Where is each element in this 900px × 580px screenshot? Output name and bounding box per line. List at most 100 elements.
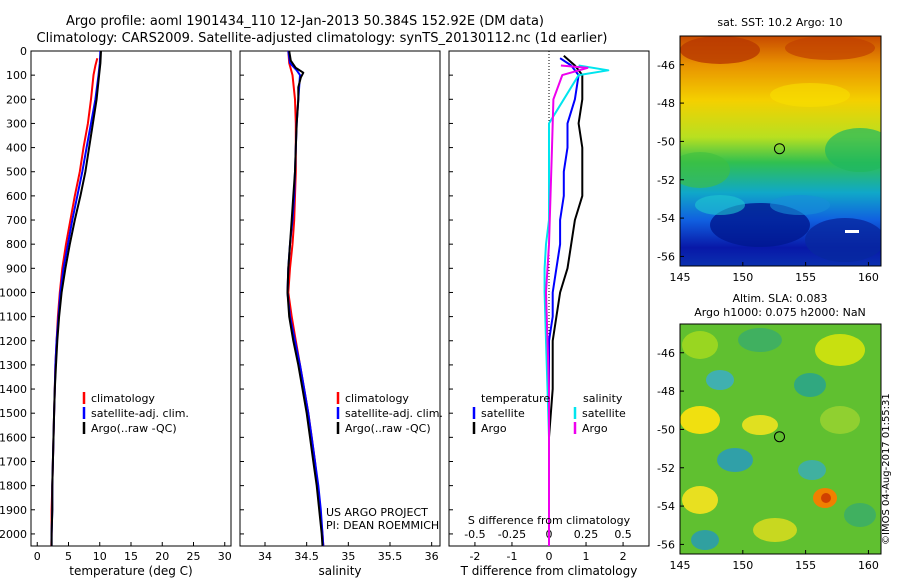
depth-tick-label: 1600 <box>0 431 27 444</box>
series-line-salinity-argo <box>545 64 589 546</box>
longitude-label: 150 <box>732 559 753 572</box>
x-tick-label: 30 <box>218 550 232 563</box>
longitude-label: 145 <box>670 271 691 284</box>
salinity-legend: climatology satellite-adj. clim. Argo(..… <box>336 392 443 435</box>
legend-label-sal-satellite: satellite <box>582 407 626 420</box>
series-line-argo-raw-qc <box>50 50 102 546</box>
x-tick-label: 35 <box>341 550 355 563</box>
longitude-label: 160 <box>858 559 879 572</box>
s-difference-axis-label: S difference from climatology <box>468 514 631 527</box>
top-tick-label: -0.25 <box>498 528 526 541</box>
latitude-label: -46 <box>657 347 675 360</box>
depth-tick-label: 800 <box>6 238 27 251</box>
longitude-label: 155 <box>795 559 816 572</box>
series-line-satellite-adj-clim <box>286 50 325 547</box>
x-tick-label: 20 <box>155 550 169 563</box>
legend-label-temp-argo: Argo <box>481 422 507 435</box>
depth-axis: 0 100 200 300 400 500 600 700 800 900 1000 1100 1200… <box>0 45 35 541</box>
salinity-panel: 34 34.5 35 35.5 36 salinity climatology sate… <box>239 50 443 578</box>
argo-location-marker <box>773 143 785 155</box>
depth-tick-label: 500 <box>6 166 27 179</box>
depth-tick-label: 2000 <box>0 528 27 541</box>
x-tick-label: -1 <box>506 550 517 563</box>
x-tick-label: 35.5 <box>378 550 403 563</box>
x-tick-label: 25 <box>187 550 201 563</box>
difference-series <box>543 55 610 546</box>
x-tick-label: 1 <box>583 550 590 563</box>
difference-legend: temperature satellite Argo salinity sate… <box>472 392 626 435</box>
legend-label-satellite: satellite-adj. clim. <box>91 407 189 420</box>
depth-tick-label: 1700 <box>0 455 27 468</box>
latitude-label: -54 <box>657 500 675 513</box>
x-tick-label: 34.5 <box>294 550 319 563</box>
difference-panel: -2 -1 0 1 2 -0.5 -0.25 0 0.25 0.5 S difference f… <box>448 50 650 578</box>
temperature-axis: 0 5 10 15 20 25 30 <box>34 542 232 563</box>
temperature-series <box>50 50 102 547</box>
sla-map-title-line2: Argo h1000: 0.075 h2000: NaN <box>694 306 866 319</box>
project-annotation-line2: PI: DEAN ROEMMICH <box>326 519 439 532</box>
x-tick-label: 0 <box>546 550 553 563</box>
legend-label-satellite: satellite-adj. clim. <box>345 407 443 420</box>
x-tick-label: -2 <box>469 550 480 563</box>
legend-label-temp-satellite: satellite <box>481 407 525 420</box>
series-line-argo-raw-qc <box>286 50 324 547</box>
imos-credit: ©IMOS 04-Aug-2017 01:55:31 <box>881 393 892 545</box>
depth-tick-label: 100 <box>6 69 27 82</box>
salinity-axis: 34 34.5 35 35.5 36 <box>240 50 439 563</box>
sla-map-axes: 145 150 155 160 -46 -48 -50 -52 -54 -56 <box>657 347 879 572</box>
salinity-axis-label: salinity <box>318 564 361 578</box>
sla-map-frame <box>679 323 882 555</box>
top-tick-label: -0.5 <box>464 528 485 541</box>
salinity-series <box>286 50 325 547</box>
top-tick-label: 0.5 <box>614 528 632 541</box>
latitude-label: -52 <box>657 462 675 475</box>
salinity-plot-frame <box>239 50 441 547</box>
sla-map-panel: Altim. SLA: 0.083 Argo h1000: 0.075 h200… <box>657 292 882 572</box>
depth-tick-label: 300 <box>6 117 27 130</box>
longitude-label: 160 <box>858 271 879 284</box>
latitude-label: -46 <box>657 59 675 72</box>
top-tick-label: 0.25 <box>574 528 599 541</box>
temperature-legend: climatology satellite-adj. clim. Argo(..… <box>82 392 189 435</box>
sst-map-axes: 145 150 155 160 -46 -48 -50 -52 -54 -56 <box>657 59 879 284</box>
depth-tick-label: 1200 <box>0 335 27 348</box>
latitude-label: -52 <box>657 174 675 187</box>
depth-tick-label: 600 <box>6 190 27 203</box>
figure-title-line2: Climatology: CARS2009. Satellite-adjuste… <box>37 31 608 46</box>
t-difference-axis: -2 -1 0 1 2 <box>449 50 627 563</box>
sla-map-image <box>680 324 881 554</box>
latitude-label: -50 <box>657 135 675 148</box>
longitude-label: 145 <box>670 559 691 572</box>
temperature-axis-label: temperature (deg C) <box>69 564 192 578</box>
longitude-label: 150 <box>732 271 753 284</box>
depth-tick-label: 1100 <box>0 311 27 324</box>
sst-map-frame <box>679 35 882 267</box>
series-line-temperature-argo <box>548 55 584 546</box>
x-tick-label: 36 <box>425 550 439 563</box>
sst-map-blank-patch <box>845 230 859 233</box>
legend-label-climatology: climatology <box>91 392 155 405</box>
depth-tick-label: 0 <box>20 45 27 58</box>
latitude-label: -48 <box>657 97 675 110</box>
sla-map-title-line1: Altim. SLA: 0.083 <box>732 292 827 305</box>
longitude-label: 155 <box>795 271 816 284</box>
figure-title-line1: Argo profile: aoml 1901434_110 12-Jan-20… <box>66 14 544 29</box>
depth-tick-label: 1400 <box>0 383 27 396</box>
x-tick-label: 5 <box>65 550 72 563</box>
depth-tick-label: 400 <box>6 142 27 155</box>
depth-tick-label: 1800 <box>0 480 27 493</box>
depth-tick-label: 1300 <box>0 359 27 372</box>
legend-group-salinity: salinity <box>583 392 623 405</box>
depth-tick-label: 1500 <box>0 407 27 420</box>
latitude-label: -50 <box>657 423 675 436</box>
x-tick-label: 15 <box>124 550 138 563</box>
legend-label-argo: Argo(..raw -QC) <box>91 422 177 435</box>
depth-tick-label: 700 <box>6 214 27 227</box>
legend-label-climatology: climatology <box>345 392 409 405</box>
series-line-salinity-satellite <box>543 64 610 546</box>
latitude-label: -56 <box>657 250 675 263</box>
series-line-climatology <box>287 50 325 547</box>
legend-label-argo: Argo(..raw -QC) <box>345 422 431 435</box>
depth-tick-label: 900 <box>6 262 27 275</box>
